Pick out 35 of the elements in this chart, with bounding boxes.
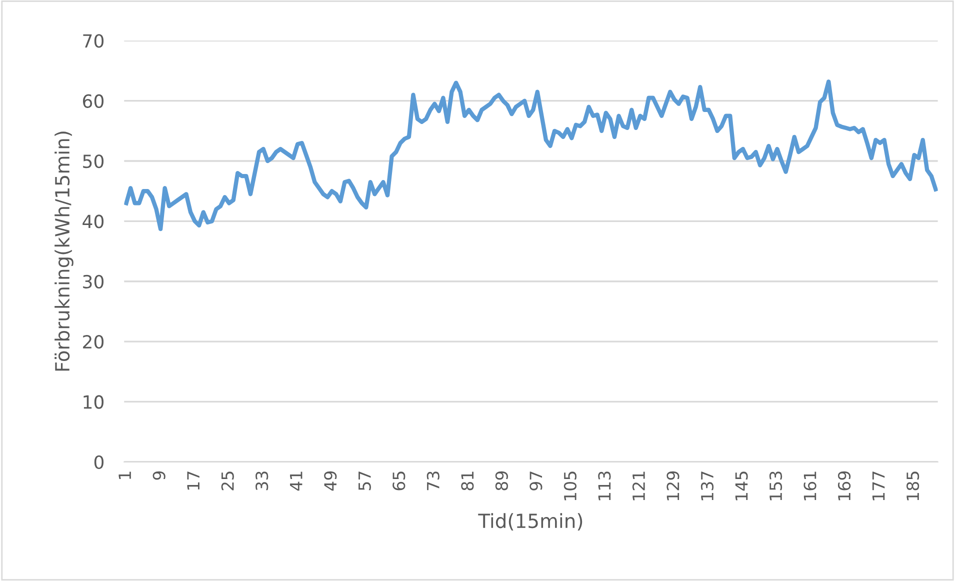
- x-tick-label: 1: [118, 472, 131, 479]
- x-tick-label: 89: [495, 471, 508, 490]
- x-tick-label: 169: [838, 471, 851, 500]
- y-tick-label: 20: [83, 335, 104, 349]
- x-tick-label: 25: [221, 472, 234, 490]
- x-tick-label: 185: [906, 472, 920, 500]
- x-tick-label: 17: [187, 472, 200, 490]
- y-tick-label: 40: [82, 214, 104, 228]
- y-tick-label: 50: [83, 154, 104, 168]
- x-axis-title: Tid(15min): [478, 513, 582, 530]
- x-tick-label: 81: [461, 472, 474, 490]
- x-tick-label: 97: [530, 472, 542, 490]
- y-axis-title: Förbrukning(kWh/15min): [54, 132, 74, 371]
- y-tick-label: 0: [94, 455, 104, 470]
- x-tick-label: 161: [804, 472, 816, 500]
- x-tick-label: 73: [426, 472, 440, 490]
- x-tick-label: 57: [358, 472, 371, 490]
- x-tick-label: 105: [564, 472, 576, 500]
- line-series: [124, 80, 938, 232]
- x-tick-label: 129: [666, 471, 680, 500]
- x-tick-label: 121: [632, 472, 645, 500]
- x-tick-label: 9: [152, 471, 166, 480]
- x-tick-label: 145: [735, 472, 748, 500]
- x-tick-label: 33: [256, 472, 268, 490]
- x-tick-label: 113: [598, 472, 611, 500]
- x-tick-label: 41: [290, 472, 302, 491]
- y-tick-label: 10: [84, 395, 104, 409]
- x-tick-label: 153: [769, 472, 782, 500]
- x-tick-label: 65: [392, 472, 406, 490]
- y-tick-label: 30: [83, 274, 104, 288]
- x-tick-label: 137: [700, 472, 714, 500]
- x-tick-label: 177: [872, 472, 885, 500]
- y-tick-label: 70: [83, 34, 104, 48]
- y-tick-label: 60: [82, 94, 104, 108]
- x-tick-label: 49: [324, 471, 337, 491]
